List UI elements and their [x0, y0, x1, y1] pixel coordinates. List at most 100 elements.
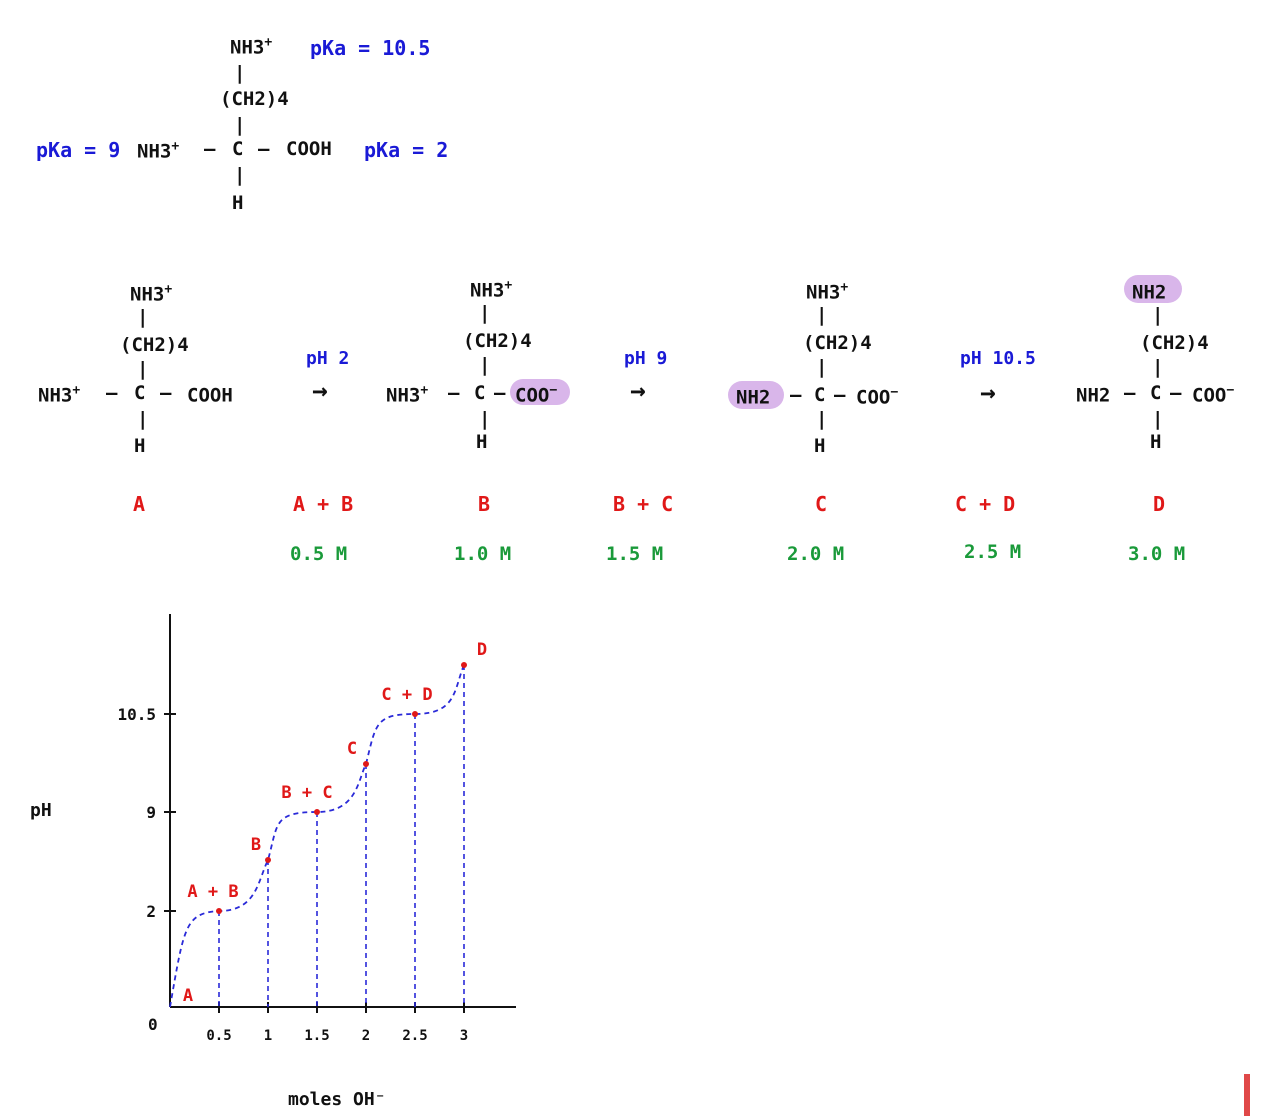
species-label: B — [478, 492, 491, 516]
alpha-carbon: C — [232, 138, 244, 160]
concentration-label: 1.0 M — [454, 543, 512, 565]
alpha-carbon: C — [474, 382, 486, 404]
y-tick-label: 9 — [146, 803, 156, 822]
arrow-icon: → — [312, 376, 328, 406]
alpha-amine: NH3+ — [137, 139, 180, 163]
mixture-label: A + B — [293, 492, 354, 516]
alpha-carbon: C — [134, 382, 146, 404]
arrow-ph-label: pH 9 — [624, 348, 668, 369]
mixture-label: B + C — [613, 492, 674, 516]
side-chain-methylene: (CH2)4 — [220, 88, 289, 110]
data-point-label: B + C — [281, 783, 332, 803]
concentration-label: 1.5 M — [606, 543, 664, 565]
side-chain-methylene: (CH2)4 — [803, 332, 872, 354]
data-point — [216, 908, 222, 914]
bond-vertical: | — [137, 408, 149, 430]
arrow-icon: → — [980, 378, 996, 408]
data-point — [412, 711, 418, 717]
x-tick-label: 3 — [460, 1028, 468, 1044]
data-point-label: B — [251, 835, 261, 855]
alpha-hydrogen: H — [232, 192, 244, 214]
bond-horizontal: – — [448, 382, 460, 404]
concentration-label: 2.5 M — [964, 541, 1022, 563]
species-label: C — [815, 492, 828, 516]
species-label: A — [133, 492, 146, 516]
data-point-label: C — [347, 739, 357, 759]
carboxylate-group: COO− — [856, 385, 899, 409]
data-point — [314, 809, 320, 815]
y-axis-label: pH — [30, 800, 52, 821]
alpha-carbon: C — [1150, 382, 1162, 404]
arrow-ph-label: pH 10.5 — [960, 348, 1036, 369]
side-chain-methylene: (CH2)4 — [1140, 332, 1209, 354]
carboxylate-group: COO− — [1192, 383, 1235, 407]
bond-horizontal: – — [160, 382, 172, 404]
carboxyl-group: COOH — [286, 138, 332, 160]
alpha-hydrogen: H — [476, 431, 488, 453]
alpha-amine: NH3+ — [386, 383, 429, 407]
side-chain-amine: NH2 — [1132, 281, 1167, 304]
data-point-label: D — [477, 640, 487, 660]
side-chain-pka: pKa = 10.5 — [310, 36, 431, 60]
titration-curve — [169, 664, 465, 1008]
alpha-amine: NH2 — [1076, 384, 1111, 407]
bond-vertical: | — [234, 62, 246, 84]
species-label: D — [1153, 492, 1166, 516]
bond-horizontal: – — [494, 382, 506, 404]
side-chain-amine: NH3+ — [230, 35, 273, 59]
bond-vertical: | — [1152, 356, 1164, 378]
bond-vertical: | — [479, 302, 491, 324]
y-tick-label: 2 — [146, 902, 156, 921]
mixture-label: C + D — [955, 492, 1016, 516]
bond-horizontal: – — [258, 138, 270, 160]
bond-horizontal: – — [204, 138, 216, 160]
bond-vertical: | — [137, 358, 149, 380]
concentration-label: 0.5 M — [290, 543, 348, 565]
alpha-hydrogen: H — [814, 435, 826, 457]
bond-vertical: | — [816, 304, 828, 326]
bond-vertical: | — [479, 354, 491, 376]
alpha-hydrogen: H — [1150, 431, 1162, 453]
highlight-nh2-c — [728, 381, 784, 409]
x-axis-label: moles OH⁻ — [288, 1089, 386, 1110]
highlight-nh2-d — [1124, 275, 1182, 303]
x-tick-label: 1 — [264, 1028, 272, 1044]
x-tick-label: 0.5 — [206, 1028, 231, 1044]
bond-horizontal: – — [1170, 382, 1182, 404]
carboxylate-group: COO− — [515, 383, 558, 407]
alpha-amine-pka: pKa = 9 — [36, 138, 121, 162]
bond-vertical: | — [816, 356, 828, 378]
data-point — [363, 761, 369, 767]
data-point — [265, 857, 271, 863]
bond-vertical: | — [1152, 304, 1164, 326]
alpha-amine: NH2 — [736, 386, 771, 409]
bond-vertical: | — [479, 408, 491, 430]
data-point-label: C + D — [381, 685, 432, 705]
data-point — [461, 662, 467, 668]
bond-vertical: | — [816, 408, 828, 430]
bond-vertical: | — [234, 164, 246, 186]
alpha-hydrogen: H — [134, 435, 146, 457]
highlight-coo-b — [510, 379, 570, 405]
bond-vertical: | — [234, 114, 246, 136]
bond-horizontal: – — [1124, 382, 1136, 404]
origin-tick-label: 0 — [148, 1015, 158, 1034]
bond-vertical: | — [1152, 408, 1164, 430]
y-tick-label: 10.5 — [117, 705, 156, 724]
scrollbar-thumb[interactable] — [1244, 1074, 1250, 1116]
bond-horizontal: – — [790, 384, 802, 406]
alpha-amine: NH3+ — [38, 383, 81, 407]
data-point-label: A — [183, 986, 193, 1006]
side-chain-methylene: (CH2)4 — [463, 330, 532, 352]
bond-horizontal: – — [106, 382, 118, 404]
concentration-label: 3.0 M — [1128, 543, 1186, 565]
alpha-carbon: C — [814, 384, 826, 406]
side-chain-amine: NH3+ — [806, 280, 849, 304]
x-tick-label: 1.5 — [304, 1028, 329, 1044]
side-chain-amine: NH3+ — [470, 278, 513, 302]
carboxyl-pka: pKa = 2 — [364, 138, 449, 162]
x-tick-label: 2 — [362, 1028, 370, 1044]
arrow-icon: → — [630, 376, 646, 406]
bond-horizontal: – — [834, 384, 846, 406]
